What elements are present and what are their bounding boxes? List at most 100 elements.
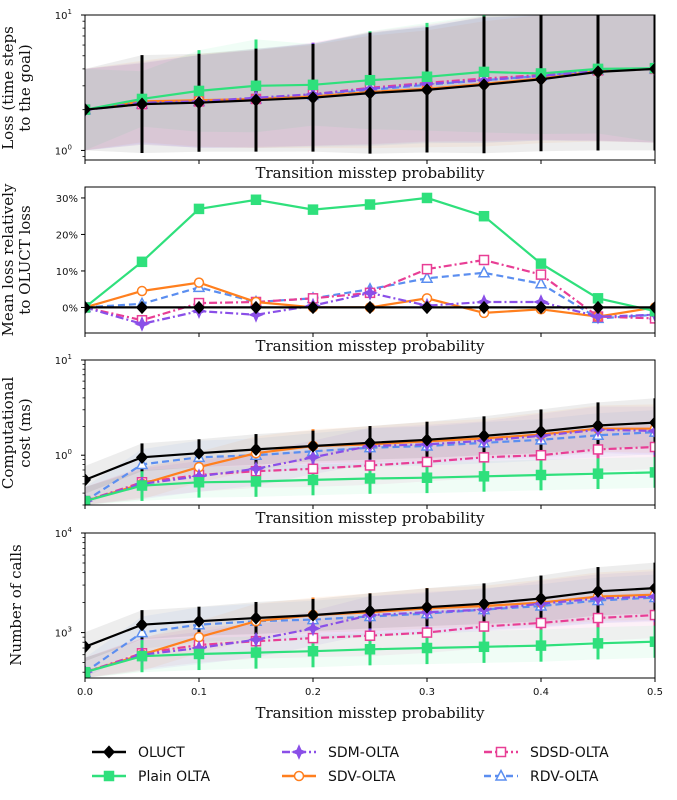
x-tick-label: 0.0: [77, 687, 93, 698]
legend-item-sdm-olta: SDM-OLTA: [282, 744, 400, 761]
point-sdsd-olta: [649, 441, 655, 453]
point-sdsd-olta: [307, 463, 319, 475]
point-sdm-olta: [647, 422, 655, 439]
point-sdsd-olta: [592, 444, 604, 455]
point-sdm-olta: [305, 620, 321, 637]
point-plain-olta: [250, 80, 262, 92]
point-plain-olta: [250, 647, 262, 658]
point-sdv-olta: [193, 277, 205, 288]
point-sdm-olta: [362, 285, 378, 301]
y-tick-label: 20%: [56, 230, 78, 241]
point-oluct: [192, 96, 206, 110]
point-oluct: [648, 62, 655, 76]
point-plain-olta: [193, 477, 205, 488]
point-rdv-olta: [135, 625, 149, 638]
x-axis-label: Transition misstep probability: [255, 704, 485, 722]
panel-1: 100 101 Transition misstep probability Loss…: [0, 8, 656, 182]
point-sdsd-olta: [478, 452, 490, 463]
point-plain-olta: [592, 638, 604, 649]
point-sdsd-olta: [592, 612, 604, 624]
x-tick-label: 0.2: [305, 687, 321, 698]
point-plain-olta: [307, 645, 319, 657]
point-oluct: [648, 415, 655, 430]
y-tick-label: 0%: [62, 303, 78, 314]
point-rdv-olta: [477, 265, 491, 278]
point-plain-olta: [478, 210, 490, 222]
point-oluct: [363, 86, 377, 100]
point-plain-olta: [307, 204, 319, 215]
y-axis-label: Loss (time stepsto the goal): [0, 26, 34, 150]
x-tick-label: 0.1: [191, 687, 207, 698]
point-plain-olta: [421, 71, 433, 83]
x-axis-label: Transition misstep probability: [255, 509, 485, 527]
y-tick-label: 100: [55, 143, 72, 157]
point-oluct: [591, 584, 605, 598]
point-plain-olta: [85, 666, 91, 678]
series-line-sdm-olta: [85, 67, 655, 111]
point-sdm-olta: [248, 631, 264, 648]
axes-frame: [84, 186, 656, 334]
point-plain-olta: [193, 648, 205, 660]
y-axis-label: Number of calls: [7, 544, 25, 665]
x-tick-label: 0.4: [533, 687, 549, 698]
point-sdsd-olta: [535, 269, 547, 280]
legend-label: SDM-OLTA: [328, 745, 400, 761]
point-oluct: [648, 581, 655, 595]
x-tick-label: 0.3: [419, 687, 435, 698]
point-plain-olta: [364, 473, 376, 484]
legend-marker-plain-olta: [103, 770, 115, 782]
point-sdm-olta: [134, 316, 150, 332]
point-sdsd-olta: [478, 621, 490, 632]
y-tick-label: 30%: [56, 194, 78, 205]
legend-marker-sdm-olta: [291, 744, 307, 760]
point-sdm-olta: [248, 306, 264, 323]
axes-frame: [84, 14, 656, 161]
point-oluct: [135, 97, 149, 111]
legend-item-rdv-olta: RDV-OLTA: [484, 768, 599, 785]
point-plain-olta: [592, 468, 604, 479]
panel-4: 0.0 0.1 0.2 0.3 0.4 0.5 103 104 Transition misst…: [7, 526, 663, 722]
point-oluct: [363, 604, 377, 618]
point-plain-olta: [307, 474, 319, 486]
legend-marker-oluct: [102, 745, 116, 759]
point-plain-olta: [307, 79, 319, 91]
legend-label: RDV-OLTA: [530, 769, 599, 785]
point-rdv-olta: [534, 276, 548, 289]
point-oluct: [477, 597, 491, 611]
panel-3: 100 101 Transition misstep probability Comp…: [0, 353, 656, 527]
legend-marker-sdsd-olta: [495, 746, 507, 758]
point-plain-olta: [85, 495, 91, 505]
point-sdsd-olta: [364, 460, 376, 471]
point-oluct: [363, 300, 377, 315]
y-tick-label: 103: [55, 626, 72, 640]
point-sdm-olta: [305, 449, 321, 466]
point-sdm-olta: [647, 588, 655, 605]
plot-area-3: [85, 398, 655, 505]
point-oluct: [420, 83, 434, 97]
y-axis-label: Computationalcost (ms): [0, 377, 34, 489]
point-oluct: [591, 65, 605, 79]
legend-item-plain-olta: Plain OLTA: [92, 769, 210, 785]
y-tick-label: 10%: [56, 267, 78, 278]
point-oluct: [135, 300, 149, 315]
point-sdv-olta: [136, 285, 148, 297]
point-oluct: [420, 433, 434, 447]
axes-frame: [84, 532, 656, 679]
point-oluct: [85, 300, 92, 315]
y-tick-label: 104: [55, 526, 73, 540]
legend-item-sdsd-olta: SDSD-OLTA: [484, 745, 609, 761]
point-oluct: [249, 442, 263, 457]
legend-marker-sdv-olta: [293, 770, 305, 782]
point-plain-olta: [364, 199, 376, 210]
point-plain-olta: [364, 644, 376, 655]
legend-label: Plain OLTA: [138, 769, 210, 785]
point-oluct: [306, 91, 320, 105]
point-plain-olta: [535, 640, 547, 651]
point-oluct: [591, 418, 605, 433]
point-plain-olta: [136, 256, 148, 268]
point-oluct: [249, 611, 263, 625]
point-plain-olta: [478, 471, 490, 482]
point-oluct: [648, 300, 655, 315]
point-plain-olta: [250, 194, 262, 206]
x-axis-label: Transition misstep probability: [255, 337, 485, 355]
